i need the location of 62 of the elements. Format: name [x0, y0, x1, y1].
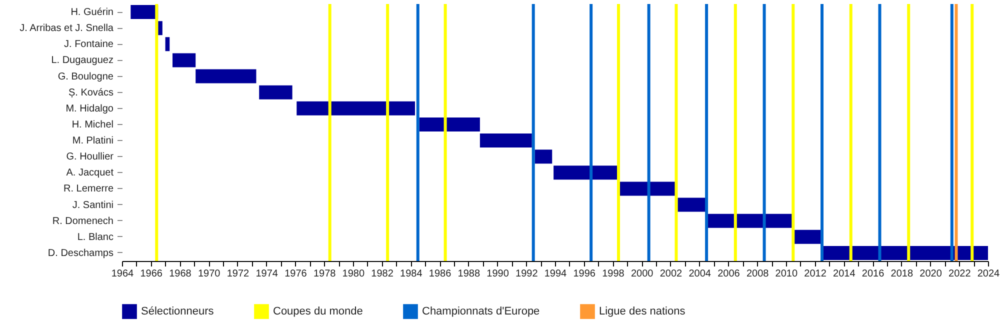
x-tick-label: 1976	[284, 268, 308, 280]
x-tick-label: 2000	[630, 268, 654, 280]
x-tick-label: 1970	[198, 268, 221, 280]
x-tick-label: 1972	[226, 268, 250, 280]
legend-label: Ligue des nations	[599, 306, 686, 318]
y-tick-label: H. Guérin	[70, 7, 114, 18]
bar	[259, 85, 292, 100]
legend-label: Sélectionneurs	[141, 306, 214, 318]
x-tick-label: 1994	[544, 268, 568, 280]
bar	[419, 117, 480, 132]
x-tick-label: 2022	[948, 268, 972, 280]
y-tick-label: J. Santini	[72, 200, 114, 211]
y-tick-label: D. Deschamps	[48, 248, 114, 259]
x-tick-label: 2012	[804, 268, 827, 280]
x-tick-label: 1966	[140, 268, 163, 280]
y-tick-label: G. Boulogne	[58, 71, 114, 82]
x-tick-label: 2006	[718, 268, 740, 280]
bar	[196, 69, 256, 84]
x-tick-label: 1982	[371, 268, 394, 280]
x-tick-label: 1974	[256, 268, 278, 280]
legend-label: Coupes du monde	[273, 306, 363, 318]
y-tick-label: J. Arribas et J. Snella	[20, 23, 114, 34]
x-tick-label: 1990	[486, 268, 510, 280]
bar	[296, 101, 415, 116]
x-tick-label: 1984	[400, 268, 423, 280]
y-tick-label: A. Jacquet	[66, 168, 114, 179]
bar	[534, 150, 552, 164]
y-tick-label: L. Blanc	[77, 232, 114, 243]
x-tick-label: 2008	[746, 268, 770, 280]
y-tick-label: R. Domenech	[52, 216, 114, 227]
bar	[678, 198, 707, 212]
legend-label: Championnats d'Europe	[422, 306, 540, 318]
bar	[480, 134, 532, 148]
x-tick-label: 1986	[428, 268, 452, 280]
y-tick-label: L. Dugauguez	[51, 55, 114, 66]
x-tick-label: 2002	[660, 268, 683, 280]
y-tick-label: Ș. Kovács	[68, 87, 114, 98]
x-tick-label: 2004	[688, 268, 712, 280]
x-tick-label: 2018	[890, 268, 914, 280]
y-tick-label: R. Lemerre	[63, 184, 114, 195]
bar	[172, 53, 196, 68]
y-tick-label: G. Houllier	[66, 152, 114, 163]
x-tick-label: 1988	[458, 268, 480, 280]
x-tick-label: 1964	[111, 268, 134, 280]
y-tick-label: M. Hidalgo	[66, 103, 114, 114]
x-tick-label: 2016	[862, 268, 885, 280]
x-tick-label: 1980	[342, 268, 365, 280]
y-tick-label: M. Platini	[72, 136, 114, 147]
x-tick-label: 2020	[920, 268, 942, 280]
bar	[620, 182, 676, 196]
bar	[165, 37, 170, 52]
x-tick-label: 1968	[169, 268, 192, 280]
x-tick-label: 2024	[977, 268, 1000, 280]
x-tick-label: 1996	[573, 268, 596, 280]
x-tick-label: 1992	[516, 268, 538, 280]
x-tick-label: 2014	[833, 268, 856, 280]
x-tick-label: 1998	[602, 268, 625, 280]
x-tick-label: 2010	[775, 268, 798, 280]
x-tick-label: 1978	[313, 268, 336, 280]
y-tick-label: J. Fontaine	[64, 39, 114, 50]
y-tick-label: H. Michel	[72, 119, 114, 130]
bar	[158, 21, 162, 36]
